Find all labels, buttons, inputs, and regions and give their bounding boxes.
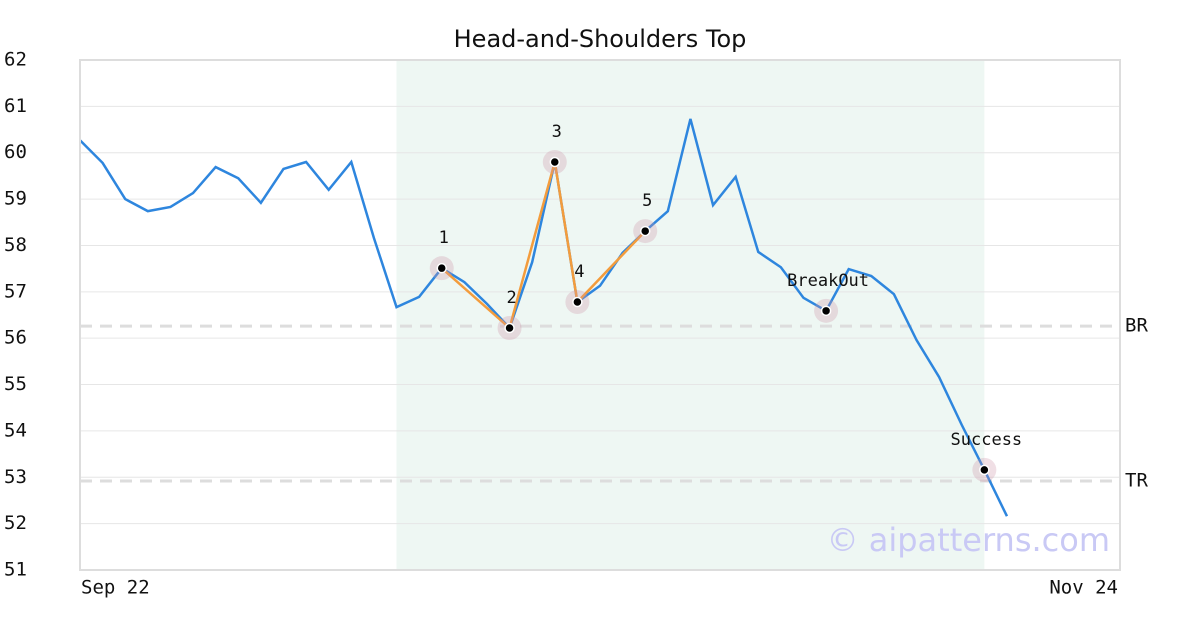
y-tick-label: 61 [4,95,27,117]
point-marker [504,322,515,334]
y-tick-label: 56 [4,327,27,349]
point-marker [436,262,447,274]
y-tick-label: 51 [4,559,27,581]
x-tick-label: Nov 24 [1049,577,1118,599]
point-marker [820,305,832,317]
y-tick-label: 55 [4,373,27,395]
point-label: 2 [506,288,516,308]
point-marker [979,464,990,476]
watermark: © aipatterns.com [827,521,1110,559]
point-marker [572,296,583,308]
point-marker [549,156,561,168]
y-tick-label: 54 [4,419,27,441]
point-label: 4 [574,262,584,282]
y-tick-label: 62 [4,49,27,71]
level-label: BR [1125,315,1148,337]
point-label: BreakOut [787,271,869,291]
point-label: 5 [642,191,652,211]
point-label: 3 [552,122,562,142]
y-tick-label: 60 [4,141,27,163]
point-label: 1 [439,228,449,248]
y-tick-label: 59 [4,188,27,210]
y-tick-label: 57 [4,280,27,302]
price-line [79,118,1009,517]
y-tick-label: 53 [4,466,27,488]
x-tick-label: Sep 22 [81,577,150,599]
y-tick-label: 52 [4,512,27,534]
pattern-region [396,60,985,570]
chart-title: Head-and-Shoulders Top [454,25,747,53]
y-tick-label: 58 [4,234,27,256]
plot-frame [79,59,1121,571]
point-label: Success [951,430,1023,450]
level-label: TR [1125,469,1148,491]
point-marker [639,225,651,237]
